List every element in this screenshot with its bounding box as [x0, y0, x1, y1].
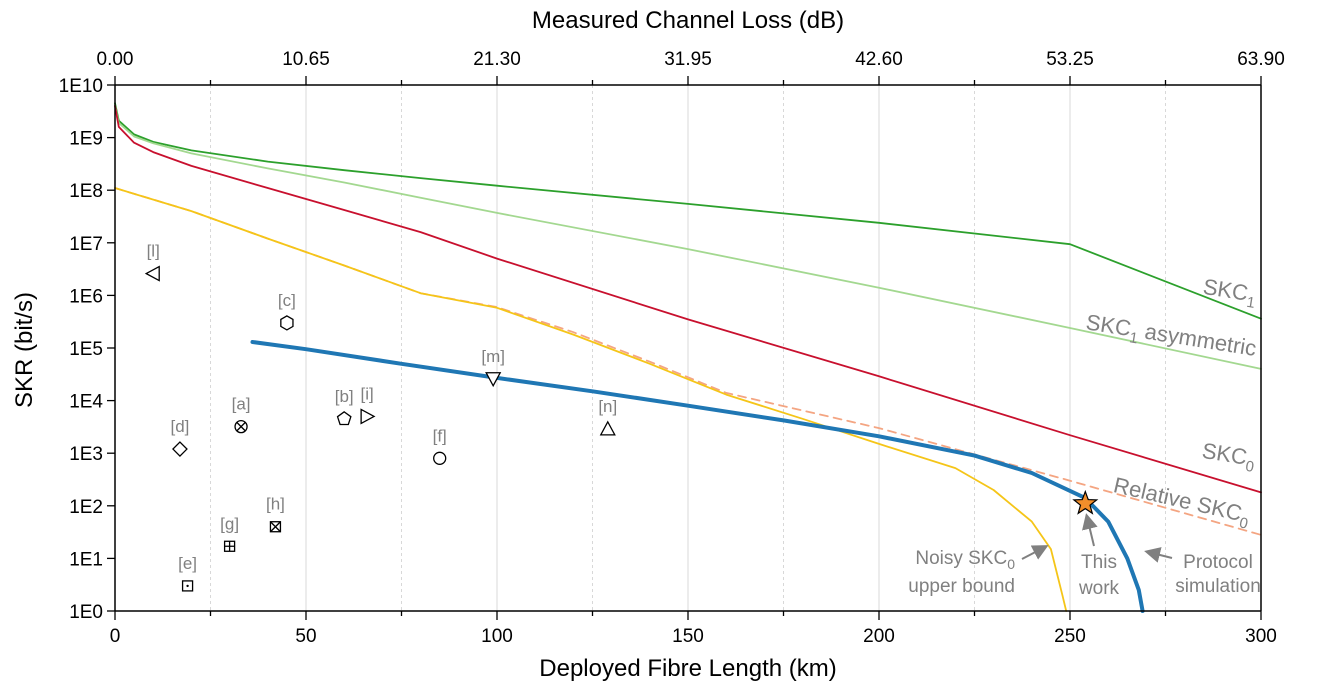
- x2-tick-label: 42.60: [855, 49, 903, 70]
- y-tick-label: 1E6: [69, 286, 103, 307]
- marker-4-dot: [186, 585, 188, 587]
- y-axis-title: SKR (bit/s): [11, 292, 38, 408]
- y-tick-label: 1E10: [59, 76, 103, 97]
- y-tick-label: 1E2: [69, 497, 103, 518]
- marker-1: [338, 412, 351, 425]
- highlight-label: This: [1081, 552, 1117, 573]
- marker-label-4: [e]: [178, 554, 197, 573]
- marker-label-2: [c]: [278, 291, 296, 310]
- marker-label-11: [n]: [598, 397, 617, 416]
- marker-3: [173, 442, 187, 456]
- y-tick-label: 1E8: [69, 181, 103, 202]
- y-tick-label: 1E3: [69, 444, 103, 465]
- x2-tick-label: 21.30: [473, 49, 521, 70]
- x-tick-label: 0: [110, 626, 121, 647]
- x-tick-label: 150: [672, 626, 704, 647]
- x2-tick-label: 53.25: [1046, 49, 1094, 70]
- x2-tick-label: 0.00: [97, 49, 134, 70]
- x-tick-label: 100: [481, 626, 513, 647]
- marker-label-3: [d]: [170, 417, 189, 436]
- x2-tick-label: 10.65: [282, 49, 330, 70]
- x-tick-label: 250: [1054, 626, 1086, 647]
- marker-label-7: [h]: [266, 495, 285, 514]
- highlight-label-line2: work: [1078, 578, 1120, 599]
- series-label-5-line2: simulation: [1175, 576, 1261, 597]
- y-tick-label: 1E9: [69, 129, 103, 150]
- marker-label-6: [g]: [220, 514, 239, 533]
- marker-label-5: [f]: [433, 426, 447, 445]
- x-tick-label: 50: [295, 626, 316, 647]
- series-label-2: SKC0: [1200, 438, 1258, 476]
- markers-layer: [a] [b] [c] [d] [e] [f] [g] [h] [i] [l] [m] [n]: [146, 242, 1096, 591]
- marker-label-9: [l]: [147, 242, 160, 261]
- series-label-5: Protocol: [1183, 552, 1253, 573]
- marker-label-8: [i]: [361, 384, 374, 403]
- marker-label-1: [b]: [335, 387, 354, 406]
- series-label-4: Noisy SKC0: [915, 548, 1015, 572]
- noisy-arrow: [1022, 547, 1045, 559]
- protocol-arrow: [1148, 552, 1172, 558]
- marker-8: [361, 409, 374, 423]
- series-label-4-line2: upper bound: [908, 576, 1015, 597]
- grid: [211, 85, 1166, 611]
- y-tick-label: 1E7: [69, 234, 103, 255]
- y-tick-label: 1E0: [69, 602, 103, 623]
- marker-2: [281, 316, 293, 330]
- x-tick-label: 300: [1245, 626, 1277, 647]
- this-work-arrow: [1087, 517, 1094, 546]
- marker-9: [146, 267, 159, 281]
- x-axis-title: Deployed Fibre Length (km): [539, 655, 836, 682]
- y-tick-label: 1E1: [69, 549, 103, 570]
- series-label-3: Relative SKC0: [1110, 472, 1252, 533]
- marker-11: [601, 422, 615, 435]
- marker-label-0: [a]: [232, 395, 251, 414]
- marker-label-10: [m]: [481, 347, 505, 366]
- x2-tick-label: 63.90: [1237, 49, 1285, 70]
- y-tick-label: 1E4: [69, 392, 103, 413]
- x2-tick-label: 31.95: [664, 49, 712, 70]
- series-label-1: SKC1 asymmetric: [1083, 309, 1258, 366]
- marker-5: [434, 452, 446, 464]
- x2-axis-title: Measured Channel Loss (dB): [532, 7, 844, 34]
- y-tick-label: 1E5: [69, 339, 103, 360]
- x-tick-label: 200: [863, 626, 895, 647]
